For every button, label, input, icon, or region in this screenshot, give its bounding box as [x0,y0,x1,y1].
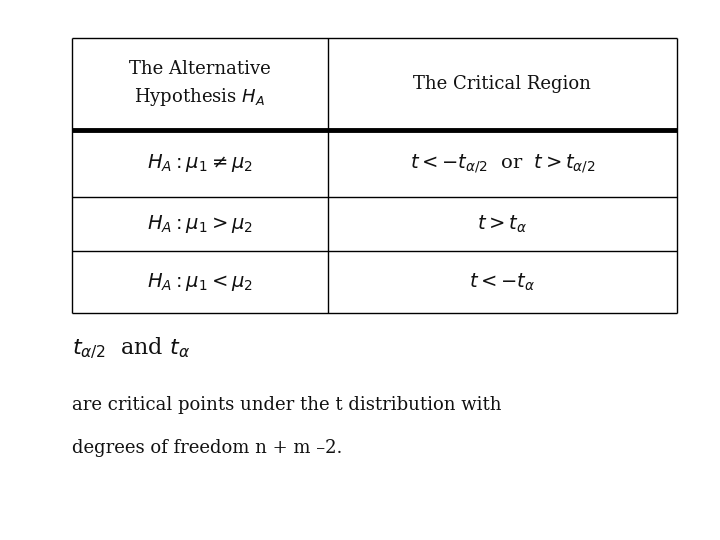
Text: The Critical Region: The Critical Region [413,75,591,93]
Text: $t > t_{\alpha}$: $t > t_{\alpha}$ [477,213,527,235]
Text: $H_A : \mu_1 > \mu_2$: $H_A : \mu_1 > \mu_2$ [147,213,253,235]
Text: $H_A : \mu_1 \neq \mu_2$: $H_A : \mu_1 \neq \mu_2$ [147,152,253,174]
Text: degrees of freedom n + m –2.: degrees of freedom n + m –2. [72,439,343,457]
Text: $t < -t_{\alpha}$: $t < -t_{\alpha}$ [469,272,536,293]
Text: $t < -t_{\alpha/2}$  or  $t > t_{\alpha/2}$: $t < -t_{\alpha/2}$ or $t > t_{\alpha/2}… [410,152,595,175]
Text: $H_A : \mu_1 < \mu_2$: $H_A : \mu_1 < \mu_2$ [147,271,253,293]
Text: are critical points under the t distribution with: are critical points under the t distribu… [72,396,502,414]
Text: The Alternative
Hypothesis $H_A$: The Alternative Hypothesis $H_A$ [129,60,271,107]
Text: $t_{\alpha/2}$  and $t_{\alpha}$: $t_{\alpha/2}$ and $t_{\alpha}$ [72,336,190,361]
